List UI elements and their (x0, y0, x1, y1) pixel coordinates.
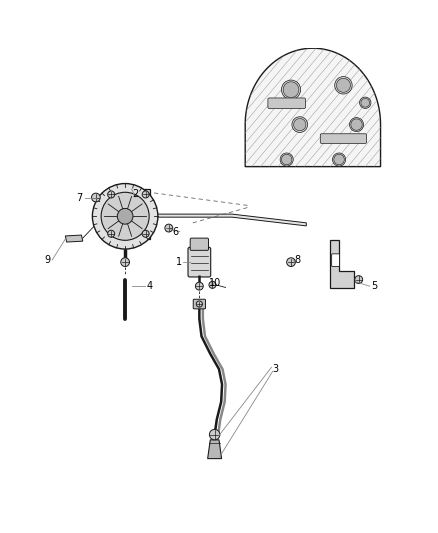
Text: 6: 6 (172, 227, 178, 237)
FancyBboxPatch shape (332, 254, 339, 266)
Circle shape (292, 117, 307, 133)
Circle shape (355, 276, 363, 284)
Circle shape (334, 154, 344, 165)
Text: 5: 5 (371, 281, 377, 291)
Circle shape (283, 82, 299, 98)
FancyBboxPatch shape (106, 189, 150, 239)
Polygon shape (65, 235, 83, 242)
Circle shape (336, 78, 350, 92)
Circle shape (209, 430, 220, 440)
Text: 7: 7 (76, 192, 82, 203)
Circle shape (196, 301, 202, 307)
Circle shape (335, 77, 352, 94)
Circle shape (293, 118, 306, 131)
Circle shape (108, 191, 115, 198)
Circle shape (351, 119, 362, 130)
Circle shape (117, 208, 133, 224)
Polygon shape (208, 440, 222, 458)
Circle shape (282, 80, 300, 99)
Circle shape (350, 118, 364, 132)
Circle shape (361, 99, 370, 107)
Text: 3: 3 (272, 364, 278, 374)
FancyBboxPatch shape (188, 247, 211, 277)
Circle shape (360, 97, 371, 108)
Circle shape (121, 258, 130, 266)
Circle shape (165, 224, 173, 232)
FancyBboxPatch shape (320, 134, 367, 143)
Circle shape (142, 230, 149, 237)
Polygon shape (132, 214, 306, 226)
Circle shape (287, 258, 295, 266)
Text: 1: 1 (176, 257, 182, 267)
Circle shape (280, 153, 293, 166)
Circle shape (209, 281, 216, 288)
Circle shape (195, 282, 203, 290)
Circle shape (282, 154, 292, 165)
Text: 2: 2 (132, 189, 138, 199)
Circle shape (92, 193, 100, 202)
Circle shape (108, 230, 115, 237)
FancyBboxPatch shape (193, 299, 205, 309)
Text: 4: 4 (146, 281, 152, 291)
Text: 8: 8 (294, 255, 300, 265)
Circle shape (101, 192, 149, 240)
Text: 9: 9 (45, 255, 51, 265)
Circle shape (92, 183, 158, 249)
Circle shape (332, 153, 346, 166)
Polygon shape (245, 48, 381, 167)
FancyBboxPatch shape (268, 98, 305, 108)
Polygon shape (330, 240, 354, 288)
Circle shape (142, 191, 149, 198)
Text: 10: 10 (208, 278, 221, 288)
FancyBboxPatch shape (190, 238, 208, 251)
